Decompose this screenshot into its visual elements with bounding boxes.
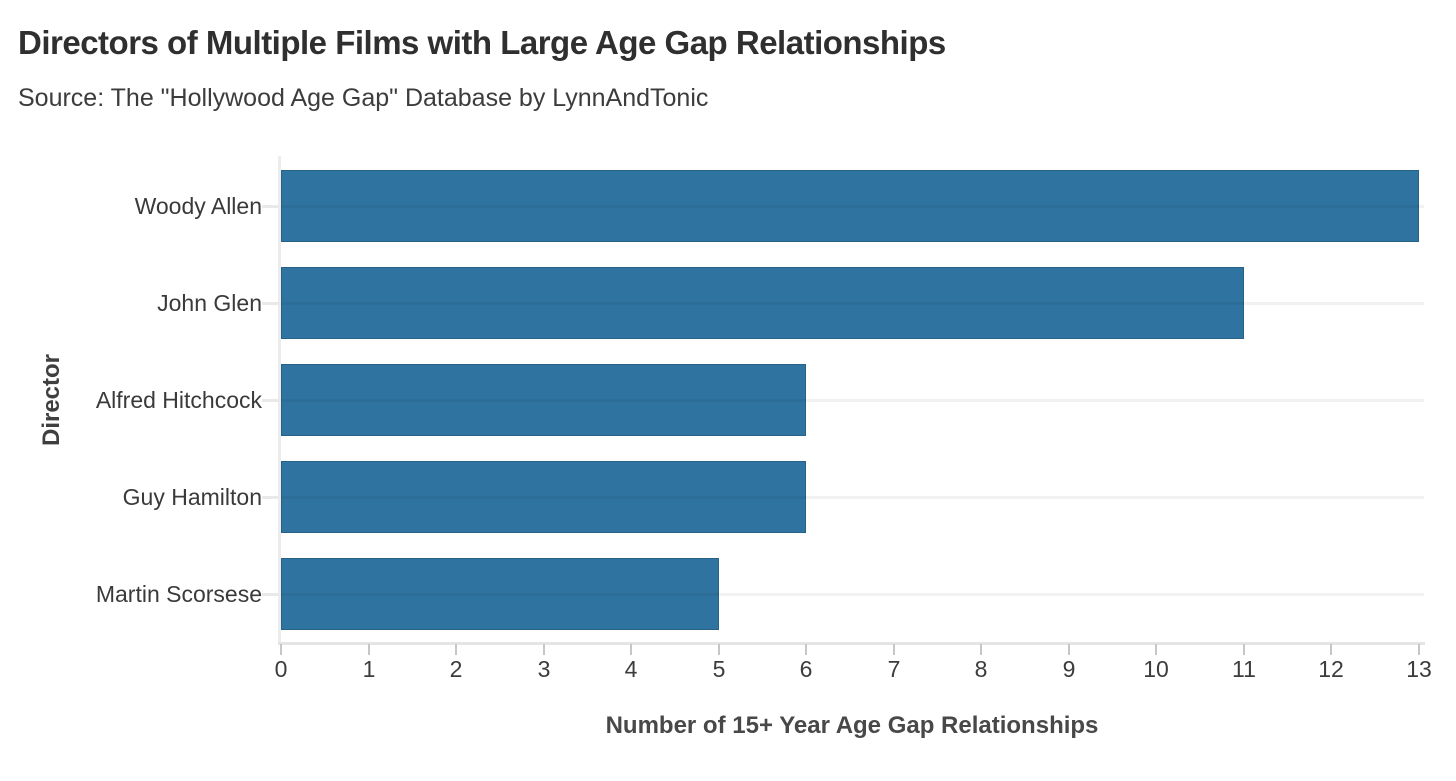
x-tick-label: 11	[1232, 656, 1256, 682]
x-tick-mark	[1068, 644, 1070, 655]
x-tick-label: 2	[449, 656, 463, 682]
x-tick-label: 9	[1062, 656, 1076, 682]
bar-john-glen	[281, 267, 1244, 339]
x-tick-label: 12	[1318, 656, 1344, 682]
category-label-woody-allen: Woody Allen	[134, 193, 262, 219]
category-label-john-glen: John Glen	[157, 290, 262, 316]
bar-woody-allen	[281, 170, 1419, 242]
x-tick-label: 5	[712, 656, 726, 682]
bar-alfred-hitchcock	[281, 364, 806, 436]
row-gridline	[281, 205, 1424, 208]
x-tick-mark	[1330, 644, 1332, 655]
x-tick-mark	[630, 644, 632, 655]
category-label-alfred-hitchcock: Alfred Hitchcock	[95, 387, 262, 413]
category-label-guy-hamilton: Guy Hamilton	[122, 484, 262, 510]
x-tick-mark	[1155, 644, 1157, 655]
x-tick-mark	[805, 644, 807, 655]
x-axis-title: Number of 15+ Year Age Gap Relationships	[605, 712, 1099, 739]
x-tick-mark	[1243, 644, 1245, 655]
x-tick-label: 8	[974, 656, 988, 682]
x-tick-mark	[980, 644, 982, 655]
row-gridline	[281, 593, 1424, 596]
chart-title: Directors of Multiple Films with Large A…	[18, 24, 946, 61]
chart-subtitle: Source: The "Hollywood Age Gap" Database…	[18, 84, 709, 112]
x-tick-mark	[718, 644, 720, 655]
bar-guy-hamilton	[281, 461, 806, 533]
y-tick-mark	[262, 205, 279, 208]
x-axis-line	[278, 642, 1425, 645]
x-tick-label: 13	[1406, 656, 1432, 682]
category-label-martin-scorsese: Martin Scorsese	[95, 581, 262, 607]
x-tick-mark	[280, 644, 282, 655]
row-gridline	[281, 302, 1424, 305]
x-tick-mark	[368, 644, 370, 655]
x-tick-label: 0	[274, 656, 288, 682]
y-tick-mark	[262, 399, 279, 402]
y-tick-mark	[262, 593, 279, 596]
x-tick-mark	[543, 644, 545, 655]
bar-martin-scorsese	[281, 558, 719, 630]
x-tick-label: 1	[362, 656, 376, 682]
x-tick-label: 4	[624, 656, 638, 682]
x-tick-label: 3	[537, 656, 551, 682]
y-tick-mark	[262, 496, 279, 499]
x-tick-mark	[455, 644, 457, 655]
x-tick-label: 7	[887, 656, 901, 682]
x-tick-label: 10	[1143, 656, 1169, 682]
x-tick-mark	[1418, 644, 1420, 655]
y-tick-mark	[262, 302, 279, 305]
x-tick-mark	[893, 644, 895, 655]
y-axis-line	[278, 156, 281, 645]
x-tick-label: 6	[799, 656, 813, 682]
row-gridline	[281, 399, 1424, 402]
row-gridline	[281, 496, 1424, 499]
